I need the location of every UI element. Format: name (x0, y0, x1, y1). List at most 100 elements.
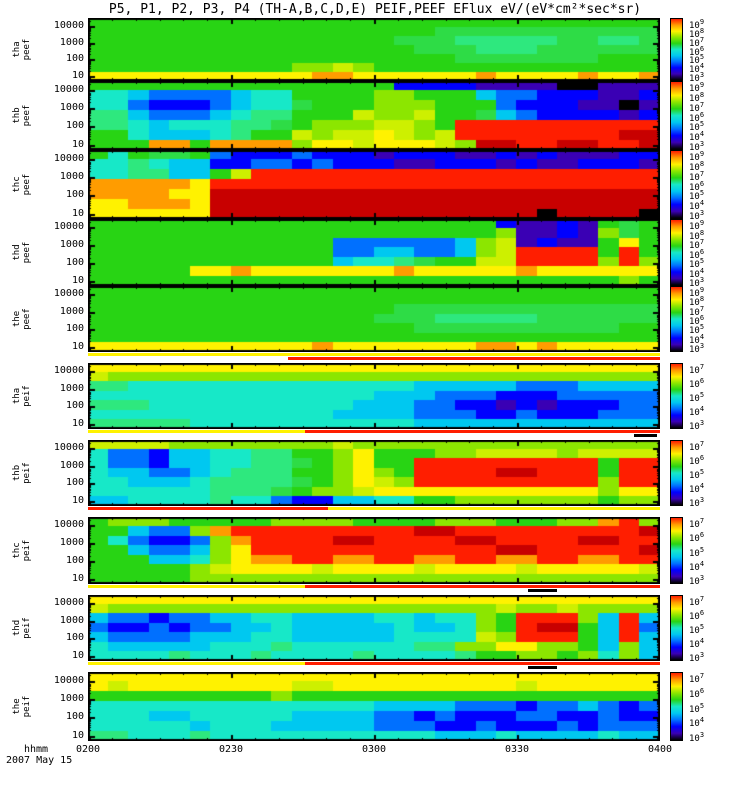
spectrogram-panel-thd-peef (88, 219, 660, 286)
colorbar (670, 286, 683, 352)
colorbar-label: 103 (689, 209, 705, 222)
colorbar-exponent: 5 (699, 189, 705, 198)
colorbar-exponent: 5 (699, 623, 705, 631)
colorbar-label: 106 (689, 686, 705, 700)
panel-label-thc-peif: thc peif (12, 539, 32, 562)
y-tick-label: 10000 (53, 674, 84, 686)
colorbar-label: 103 (689, 342, 705, 355)
y-tick-label: 10000 (53, 19, 84, 31)
spectrogram-panel-tha-peif (88, 363, 660, 429)
colorbar-label: 108 (689, 159, 705, 173)
colorbar-label: 106 (689, 179, 705, 193)
colorbar (670, 672, 683, 741)
y-tick-label: 100 (65, 711, 84, 723)
colorbar-label: 105 (689, 701, 705, 715)
colorbar (670, 517, 683, 584)
panel-label-thc-peef: thc peef (12, 173, 32, 196)
colorbar-exponent: 3 (699, 209, 705, 217)
colorbar-exponent: 7 (699, 169, 705, 178)
colorbar-label: 105 (689, 468, 705, 481)
y-tick-label: 1000 (59, 459, 84, 471)
y-tick-label: 10 (71, 572, 84, 584)
colorbar-exponent: 4 (699, 266, 705, 275)
colorbar-exponent: 6 (699, 686, 705, 695)
y-tick-label: 100 (65, 189, 84, 201)
colorbar-exponent: 6 (699, 454, 705, 462)
panel-label-tha-peef: tha peef (12, 38, 32, 61)
colorbar-exponent: 8 (699, 228, 705, 237)
y-tick-label: 10 (71, 138, 84, 150)
colorbar-exponent: 4 (699, 130, 705, 139)
spectrogram-panel-the-peef (88, 286, 660, 352)
colorbar-exponent: 3 (699, 496, 705, 504)
colorbar-exponent: 3 (699, 651, 705, 659)
colorbar-exponent: 8 (699, 295, 705, 304)
colorbar-exponent: 7 (699, 363, 705, 371)
colorbar-exponent: 9 (699, 18, 705, 26)
colorbar-exponent: 5 (699, 120, 705, 129)
y-tick-label: 10 (71, 729, 84, 741)
colorbar-exponent: 9 (699, 150, 705, 158)
panel-label-thd-peif: thd peif (12, 617, 32, 639)
colorbar-label: 103 (689, 71, 705, 84)
y-tick-label: 100 (65, 632, 84, 644)
colorbar-label: 103 (689, 276, 705, 289)
colorbar-exponent: 9 (699, 219, 705, 227)
colorbar-label: 104 (689, 716, 705, 730)
y-tick-label: 1000 (59, 239, 84, 251)
colorbar-label: 105 (689, 323, 705, 337)
colorbar-label: 103 (689, 140, 705, 153)
y-tick-label: 10000 (53, 519, 84, 531)
colorbar-exponent: 3 (699, 574, 705, 582)
panel-label-thd-peef: thd peef (12, 241, 32, 264)
y-tick-label: 10000 (53, 288, 84, 300)
colorbar-exponent: 4 (699, 62, 705, 71)
quality-bar-segment (88, 430, 306, 433)
colorbar-label: 107 (689, 35, 705, 49)
colorbar-label: 107 (689, 100, 705, 114)
colorbar-label: 107 (689, 304, 705, 318)
y-tick-label: 1000 (59, 614, 84, 626)
x-tick-label: 0300 (361, 744, 387, 755)
x-tick-label: 0330 (504, 744, 530, 755)
colorbar-exponent: 6 (699, 110, 705, 119)
colorbar-label: 105 (689, 53, 705, 67)
colorbar-exponent: 7 (699, 440, 705, 448)
colorbar-label: 104 (689, 482, 705, 495)
y-tick-label: 100 (65, 120, 84, 132)
y-tick-label: 100 (65, 323, 84, 335)
colorbar-label: 108 (689, 26, 705, 40)
colorbar-label: 107 (689, 517, 705, 530)
colorbar-label: 107 (689, 169, 705, 183)
colorbar-label: 107 (689, 363, 705, 376)
colorbar (670, 595, 683, 661)
colorbar-exponent: 5 (699, 701, 705, 710)
colorbar-exponent: 9 (699, 81, 705, 89)
quality-bar-segment (88, 507, 329, 510)
colorbar-label: 109 (689, 286, 705, 299)
colorbar-label: 105 (689, 545, 705, 559)
colorbar-exponent: 7 (699, 304, 705, 313)
quality-bar-segment (288, 357, 660, 360)
colorbar-label: 103 (689, 731, 705, 744)
colorbar-exponent: 5 (699, 545, 705, 554)
colorbar-label: 104 (689, 266, 705, 280)
quality-bar-segment (88, 353, 660, 356)
colorbar (670, 440, 683, 506)
y-tick-label: 10000 (53, 152, 84, 164)
y-tick-label: 100 (65, 53, 84, 65)
colorbar (670, 363, 683, 429)
panel-label-thb-peef: thb peef (12, 104, 32, 127)
colorbar-label: 106 (689, 44, 705, 58)
colorbar-label: 106 (689, 247, 705, 261)
y-tick-label: 100 (65, 554, 84, 566)
quality-bar-segment (528, 589, 558, 592)
colorbar-label: 106 (689, 454, 705, 467)
colorbar-exponent: 4 (699, 637, 705, 645)
colorbar-label: 108 (689, 228, 705, 242)
colorbar-label: 109 (689, 219, 705, 232)
colorbar-exponent: 3 (699, 342, 705, 350)
colorbar-exponent: 5 (699, 468, 705, 476)
y-tick-label: 1000 (59, 382, 84, 394)
figure-title: P5, P1, P2, P3, P4 (TH-A,B,C,D,E) PEIF,P… (108, 2, 642, 17)
